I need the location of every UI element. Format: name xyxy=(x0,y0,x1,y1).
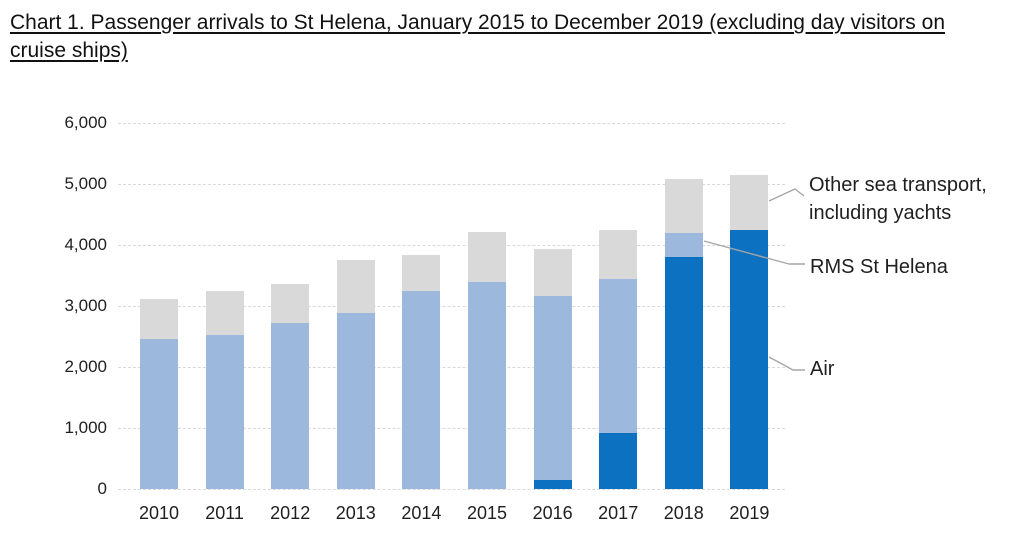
annotation-rms-st-helena: RMS St Helena xyxy=(810,256,948,278)
gridline-6000 xyxy=(118,122,785,124)
bar-segment-2018-other xyxy=(664,178,703,234)
bar-segment-2014-other xyxy=(402,255,441,292)
x-tick-label-2019: 2019 xyxy=(729,503,770,523)
x-tick-label-2011: 2011 xyxy=(205,503,244,523)
gridline-2000 xyxy=(118,366,785,368)
annotation-other-sea-line1: Other sea transport, xyxy=(809,174,987,196)
bar-segment-2014-rms xyxy=(402,291,441,489)
chart-title-line1: Chart 1. Passenger arrivals to St Helena… xyxy=(10,11,945,34)
y-tick-label-4000: 4,000 xyxy=(64,235,107,254)
bar-segment-2019-other xyxy=(730,175,769,230)
y-tick-label-5000: 5,000 xyxy=(64,174,107,193)
bar-segment-2016-other xyxy=(533,249,572,297)
x-tick-label-2010: 2010 xyxy=(138,503,180,523)
leader-air xyxy=(768,356,805,371)
bar-segment-2016-rms xyxy=(533,296,572,480)
bar-segment-2018-rms xyxy=(664,233,703,257)
x-tick-label-2017: 2017 xyxy=(598,503,639,523)
x-tick-label-2018: 2018 xyxy=(663,503,704,523)
bar-segment-2015-rms xyxy=(468,281,506,489)
bar-segment-2013-rms xyxy=(336,313,375,489)
chart-title: Chart 1. Passenger arrivals to St Helena… xyxy=(10,9,945,65)
x-tick-label-2014: 2014 xyxy=(401,503,442,523)
bar-segment-2018-air xyxy=(664,256,703,489)
gridline-4000 xyxy=(118,244,785,246)
bar-segment-2012-rms xyxy=(271,323,310,489)
bar-segment-2013-other xyxy=(336,260,375,314)
bar-segment-2017-other xyxy=(599,229,638,280)
bar-segment-2010-rms xyxy=(140,338,178,489)
chart-title-line2: cruise ships) xyxy=(10,39,128,62)
gridline-3000 xyxy=(118,305,785,307)
annotation-other-sea-line2: including yachts xyxy=(809,202,952,224)
bar-segment-2019-air xyxy=(730,229,769,489)
bar-segment-2016-air xyxy=(533,479,572,489)
bar-segment-2015-other xyxy=(468,231,506,282)
gridline-5000 xyxy=(118,183,785,185)
y-tick-label-2000: 2,000 xyxy=(64,357,107,376)
annotation-air: Air xyxy=(810,358,835,380)
x-tick-label-2012: 2012 xyxy=(270,503,311,523)
annotation-other-sea-transport: Other sea transport, including yachts xyxy=(809,171,987,227)
y-tick-label-1000: 1,000 xyxy=(64,418,107,437)
bar-segment-2011-other xyxy=(205,290,244,335)
bar-segment-2017-rms xyxy=(599,279,638,434)
bar-segment-2011-rms xyxy=(205,334,244,489)
bar-segment-2010-other xyxy=(140,299,178,339)
gridline-1000 xyxy=(118,427,785,429)
bar-segment-2017-air xyxy=(599,433,638,489)
y-tick-label-0: 0 xyxy=(97,479,107,498)
y-tick-label-6000: 6,000 xyxy=(64,113,107,132)
leader-other-sea-transport xyxy=(768,188,805,202)
x-tick-label-2016: 2016 xyxy=(532,503,573,523)
x-tick-label-2013: 2013 xyxy=(335,503,376,523)
gridline-0 xyxy=(118,488,785,490)
y-tick-label-3000: 3,000 xyxy=(64,296,107,315)
x-tick-label-2015: 2015 xyxy=(466,503,508,523)
bar-segment-2012-other xyxy=(271,284,310,324)
